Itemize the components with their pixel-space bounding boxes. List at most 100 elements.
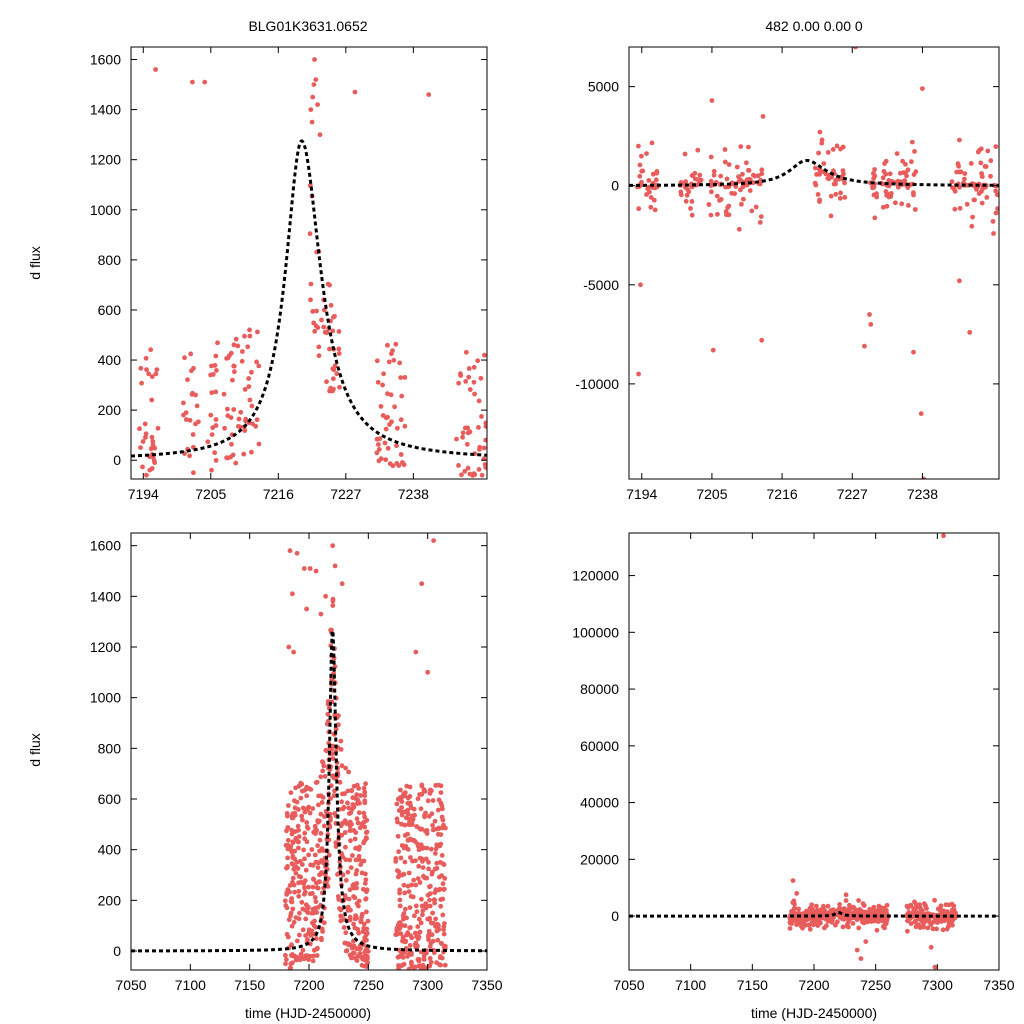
x-tick-label: 7300 bbox=[412, 977, 443, 993]
data-point bbox=[364, 887, 370, 893]
data-point bbox=[884, 203, 890, 209]
data-point bbox=[850, 921, 856, 926]
data-point bbox=[299, 813, 305, 819]
x-tick-label: 7227 bbox=[837, 486, 868, 502]
data-point bbox=[315, 865, 321, 870]
data-point bbox=[143, 355, 149, 361]
data-point bbox=[856, 925, 862, 931]
data-point bbox=[356, 786, 361, 791]
bottom-left-panel: 7050 7100 7150 7200 7250 7300 7350 0 200 400 600 80… bbox=[90, 532, 503, 993]
data-point bbox=[689, 199, 695, 204]
data-point bbox=[884, 902, 890, 908]
data-point bbox=[759, 167, 765, 173]
x-tick-label: 7227 bbox=[330, 486, 361, 502]
data-point bbox=[284, 957, 289, 962]
data-point bbox=[433, 851, 438, 856]
data-point bbox=[949, 901, 955, 907]
y-tick-label: 200 bbox=[98, 402, 122, 418]
data-point bbox=[414, 909, 420, 915]
data-point bbox=[426, 813, 432, 819]
data-point bbox=[343, 948, 349, 954]
data-point bbox=[717, 198, 722, 203]
data-point bbox=[306, 884, 311, 890]
data-point bbox=[354, 885, 359, 891]
data-point bbox=[646, 178, 652, 183]
data-point bbox=[871, 910, 877, 915]
data-point bbox=[311, 953, 316, 959]
data-point bbox=[789, 921, 795, 926]
data-point bbox=[428, 846, 434, 852]
data-point bbox=[312, 852, 318, 858]
data-point bbox=[860, 901, 866, 906]
data-point bbox=[188, 351, 194, 357]
data-point bbox=[816, 150, 821, 156]
x-tick-label: 7150 bbox=[737, 977, 768, 993]
data-point bbox=[399, 393, 405, 399]
data-point bbox=[410, 894, 416, 900]
data-point bbox=[419, 792, 425, 797]
data-point bbox=[385, 391, 390, 397]
data-point bbox=[417, 880, 423, 885]
data-point bbox=[402, 790, 408, 795]
data-point bbox=[978, 146, 984, 152]
data-point bbox=[314, 885, 320, 891]
data-point bbox=[831, 181, 837, 187]
data-point bbox=[912, 149, 917, 154]
data-point bbox=[316, 860, 321, 866]
data-point bbox=[648, 204, 654, 210]
data-point bbox=[246, 384, 252, 389]
data-point bbox=[408, 933, 413, 939]
data-point bbox=[734, 164, 740, 170]
data-point bbox=[181, 400, 186, 406]
data-point bbox=[826, 176, 832, 182]
data-point bbox=[427, 903, 433, 909]
data-point bbox=[456, 463, 461, 468]
data-point bbox=[350, 950, 356, 956]
data-point bbox=[993, 188, 999, 194]
data-point bbox=[390, 348, 395, 354]
x-tick-label: 7238 bbox=[907, 486, 938, 502]
data-point bbox=[352, 955, 358, 961]
data-point bbox=[416, 957, 422, 962]
data-point bbox=[296, 888, 302, 894]
plot-frame bbox=[130, 46, 488, 480]
data-point bbox=[708, 178, 714, 184]
data-point bbox=[969, 223, 975, 229]
data-point bbox=[231, 342, 237, 348]
data-point bbox=[648, 195, 654, 200]
data-point bbox=[420, 859, 425, 864]
data-point bbox=[289, 899, 295, 905]
data-point bbox=[434, 921, 440, 927]
data-point bbox=[308, 933, 314, 938]
data-point bbox=[722, 159, 728, 165]
data-point bbox=[317, 837, 323, 843]
data-point bbox=[985, 148, 991, 154]
data-point bbox=[363, 932, 369, 938]
data-point bbox=[962, 176, 967, 182]
data-point bbox=[821, 161, 827, 167]
y-tick-label: 1200 bbox=[90, 152, 121, 168]
data-point bbox=[295, 823, 301, 829]
data-point bbox=[430, 798, 436, 803]
data-point bbox=[697, 172, 703, 178]
y-tick-label: 20000 bbox=[580, 851, 619, 867]
data-point bbox=[955, 161, 961, 167]
data-point bbox=[398, 375, 404, 380]
data-point bbox=[814, 903, 819, 909]
data-point bbox=[964, 201, 970, 207]
data-point bbox=[137, 426, 142, 432]
data-point bbox=[990, 219, 996, 224]
data-point bbox=[418, 920, 424, 926]
data-point bbox=[724, 176, 730, 182]
data-point bbox=[438, 897, 444, 902]
data-point bbox=[639, 153, 644, 159]
data-point bbox=[403, 843, 409, 849]
data-point bbox=[901, 170, 907, 176]
data-point bbox=[340, 791, 345, 797]
data-point bbox=[399, 821, 404, 827]
data-point bbox=[636, 206, 642, 212]
data-point bbox=[466, 374, 472, 380]
data-point bbox=[285, 813, 290, 819]
right-panel-title: 482 0.00 0.00 0 bbox=[765, 18, 863, 34]
data-point bbox=[380, 382, 385, 388]
